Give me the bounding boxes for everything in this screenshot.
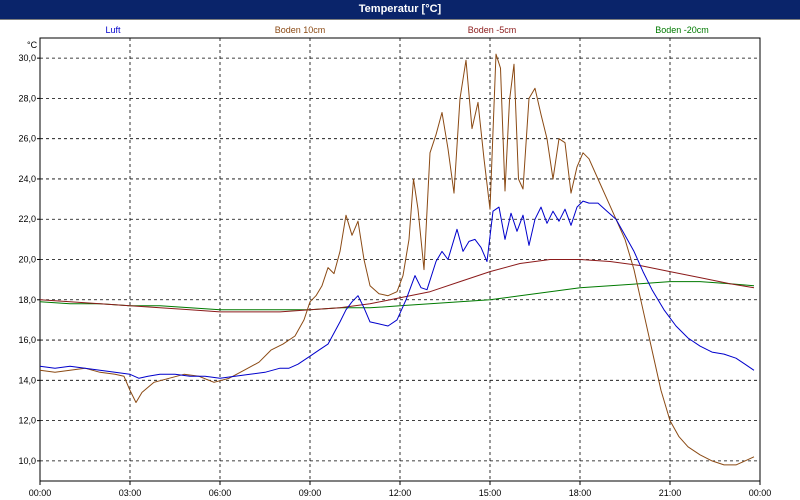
- y-tick-label: 24,0: [18, 174, 36, 184]
- y-tick-label: 10,0: [18, 456, 36, 466]
- series-line-3: [39, 281, 755, 311]
- x-tick-label-time: 09:00: [299, 488, 322, 498]
- y-tick-label: 14,0: [18, 375, 36, 385]
- x-tick-label-time: 18:00: [569, 488, 592, 498]
- temperature-chart: 10,0 12,0 14,0 16,0 18,0 20,0 22,0 24,0 26,0 28,0…: [18, 25, 772, 498]
- y-tick-label: 28,0: [18, 93, 36, 103]
- y-tick-label: 26,0: [18, 134, 36, 144]
- y-tick-label: 30,0: [18, 53, 36, 63]
- y-tick-label: 16,0: [18, 335, 36, 345]
- x-tick-label-time: 12:00: [389, 488, 412, 498]
- y-axis-unit: °C: [27, 40, 38, 50]
- grid: [40, 38, 760, 481]
- axes: 10,0 12,0 14,0 16,0 18,0 20,0 22,0 24,0 26,0 28,0…: [18, 53, 772, 498]
- series-lines: [39, 53, 755, 466]
- x-tick-label-time: 03:00: [119, 488, 142, 498]
- y-tick-label: 12,0: [18, 416, 36, 426]
- y-tick-label: 18,0: [18, 295, 36, 305]
- legend-item-2: Boden -5cm: [468, 25, 517, 35]
- x-tick-label-time: 06:00: [209, 488, 232, 498]
- x-tick-label-time: 00:00: [29, 488, 52, 498]
- series-line-1: [39, 53, 755, 466]
- x-tick-label-time: 00:00: [749, 488, 772, 498]
- y-tick-label: 22,0: [18, 214, 36, 224]
- legend: Luft Boden 10cm Boden -5cm Boden -20cm: [105, 25, 708, 35]
- x-tick-label-time: 15:00: [479, 488, 502, 498]
- legend-item-3: Boden -20cm: [655, 25, 709, 35]
- legend-item-1: Boden 10cm: [275, 25, 326, 35]
- y-tick-label: 20,0: [18, 255, 36, 265]
- legend-item-0: Luft: [105, 25, 121, 35]
- x-tick-label-time: 21:00: [659, 488, 682, 498]
- window-title: Temperatur [°C]: [0, 0, 800, 20]
- series-line-0: [39, 200, 755, 379]
